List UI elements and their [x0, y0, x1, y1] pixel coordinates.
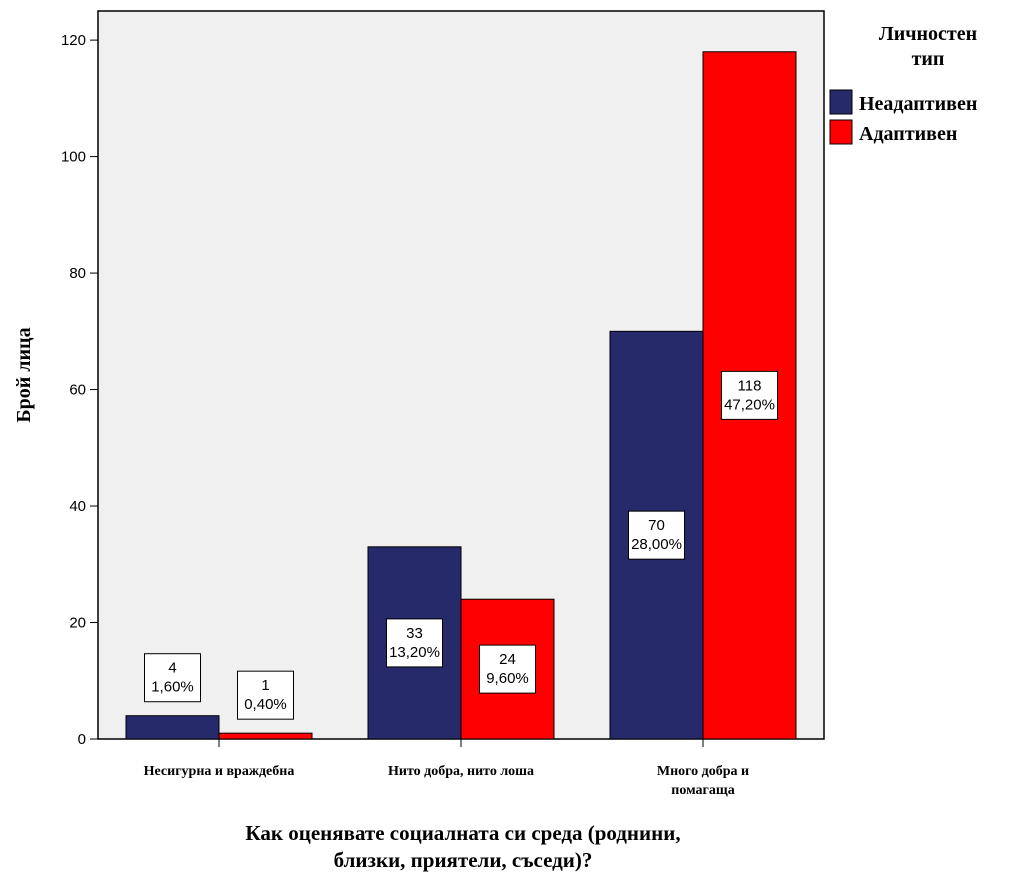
data-label-percent: 47,20% [724, 396, 775, 413]
data-label-box [479, 644, 536, 694]
data-label: 24 9,60% [479, 644, 536, 694]
data-label-value: 1 [261, 677, 269, 694]
data-label-percent: 9,60% [486, 670, 529, 687]
y-tick-label: 120 [61, 32, 86, 49]
data-label-value: 118 [738, 377, 762, 394]
data-label: 4 1,60% [144, 653, 201, 703]
data-label-value: 24 [499, 651, 516, 668]
data-label: 1 0,40% [237, 670, 294, 720]
data-labels: 4 1,60% 1 0,40% 33 13,20% 24 9,60% 70 28,00% 118 47… [144, 370, 778, 720]
data-label-percent: 1,60% [151, 679, 194, 696]
data-label-box [144, 653, 201, 703]
data-label-value: 70 [648, 517, 665, 534]
y-tick-label: 60 [69, 382, 86, 399]
data-label-value: 4 [168, 660, 176, 677]
data-label: 118 47,20% [721, 370, 778, 420]
legend-item-label: Неадаптивен [859, 93, 977, 115]
data-label-percent: 13,20% [389, 644, 440, 661]
y-tick-label: 80 [69, 265, 86, 282]
x-axis-label: близки, приятели, съседи)? [334, 848, 593, 872]
data-label-box [628, 510, 685, 560]
data-label: 33 13,20% [386, 618, 443, 668]
y-tick-label: 100 [61, 149, 86, 166]
x-tick-label: помагаща [671, 783, 734, 798]
bar-neadaptiven [125, 715, 220, 740]
data-label: 70 28,00% [628, 510, 685, 560]
data-label-percent: 0,40% [244, 696, 287, 713]
legend-title: тип [912, 48, 945, 70]
legend: Личностен тип Неадаптивен Адаптивен [829, 23, 977, 145]
y-axis-label: Брой лица [13, 327, 35, 422]
x-tick-label: Несигурна и враждебна [144, 764, 295, 779]
bar-adaptiven [218, 732, 313, 740]
y-axis: 0 20 40 60 80 100 120 [61, 32, 98, 748]
legend-title: Личностен [879, 23, 977, 45]
x-axis-label: Как оценявате социалната си среда (родни… [245, 821, 680, 845]
data-label-box [237, 670, 294, 720]
y-tick-label: 0 [78, 731, 86, 748]
legend-item-label: Адаптивен [859, 123, 957, 145]
x-tick-label: Нито добра, нито лоша [388, 764, 534, 779]
data-label-value: 33 [406, 625, 423, 642]
y-tick-label: 20 [69, 615, 86, 632]
data-label-box [386, 618, 443, 668]
x-tick-label: Много добра и [657, 764, 749, 779]
data-label-box [721, 370, 778, 420]
data-label-percent: 28,00% [631, 536, 682, 553]
legend-swatch [829, 89, 853, 115]
legend-swatch [829, 119, 853, 145]
y-tick-label: 40 [69, 498, 86, 515]
